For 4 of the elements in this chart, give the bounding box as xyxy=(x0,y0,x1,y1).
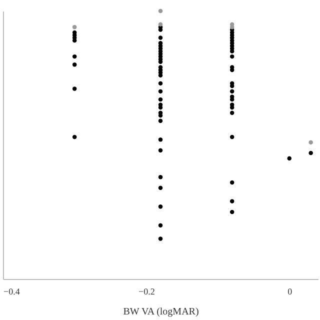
x-axis-title: BW VA (logMAR) xyxy=(123,306,199,318)
x-tick-label: 0 xyxy=(288,286,293,296)
x-tick-label: −0.2 xyxy=(138,286,155,296)
x-tick-label: −0.4 xyxy=(4,286,20,296)
